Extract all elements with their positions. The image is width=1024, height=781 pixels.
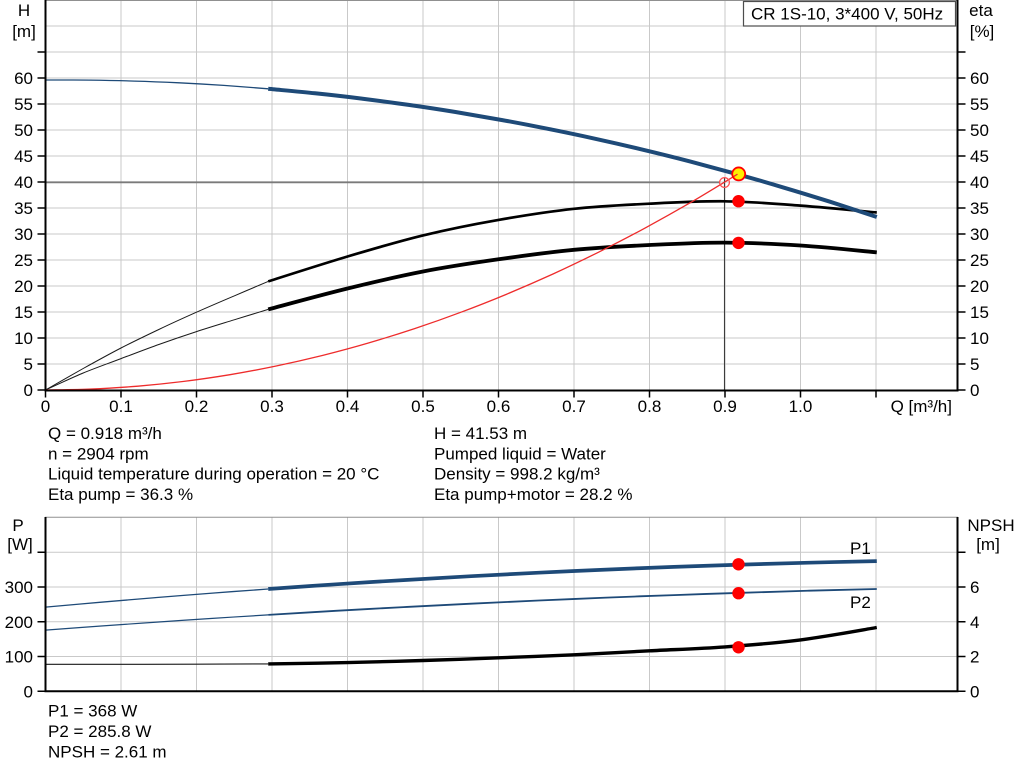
svg-text:2: 2 [970, 648, 979, 667]
svg-text:55: 55 [14, 95, 33, 114]
svg-text:200: 200 [5, 613, 33, 632]
svg-text:6: 6 [970, 578, 979, 597]
svg-text:15: 15 [14, 303, 33, 322]
svg-text:0.4: 0.4 [336, 397, 360, 416]
svg-text:0: 0 [970, 381, 979, 400]
svg-text:4: 4 [970, 613, 979, 632]
svg-text:P: P [12, 516, 23, 535]
svg-text:eta: eta [969, 1, 993, 20]
svg-text:0.2: 0.2 [185, 397, 209, 416]
svg-text:35: 35 [970, 199, 989, 218]
svg-text:0: 0 [41, 397, 50, 416]
svg-text:Liquid temperature during oper: Liquid temperature during operation = 20… [48, 465, 379, 484]
svg-text:Eta pump+motor = 28.2 %: Eta pump+motor = 28.2 % [434, 485, 632, 504]
svg-text:H: H [18, 1, 30, 20]
svg-text:50: 50 [970, 121, 989, 140]
svg-text:30: 30 [14, 225, 33, 244]
svg-text:0.7: 0.7 [562, 397, 586, 416]
svg-text:[m]: [m] [976, 535, 1000, 554]
svg-text:Eta pump = 36.3 %: Eta pump = 36.3 % [48, 485, 193, 504]
svg-text:100: 100 [5, 648, 33, 667]
svg-text:0.3: 0.3 [260, 397, 284, 416]
svg-text:20: 20 [14, 277, 33, 296]
svg-text:[W]: [W] [7, 535, 33, 554]
svg-text:0.8: 0.8 [638, 397, 662, 416]
svg-text:0.6: 0.6 [487, 397, 511, 416]
svg-text:NPSH: NPSH [967, 516, 1014, 535]
svg-text:60: 60 [14, 69, 33, 88]
svg-text:0.5: 0.5 [411, 397, 435, 416]
svg-text:P1: P1 [850, 539, 871, 558]
svg-text:0: 0 [970, 682, 979, 701]
svg-text:1.0: 1.0 [789, 397, 813, 416]
svg-text:Q [m³/h]: Q [m³/h] [891, 397, 952, 416]
svg-text:60: 60 [970, 69, 989, 88]
svg-text:P2: P2 [850, 593, 871, 612]
svg-text:0.1: 0.1 [109, 397, 133, 416]
svg-text:25: 25 [14, 251, 33, 270]
svg-text:5: 5 [24, 355, 33, 374]
svg-text:NPSH = 2.61 m: NPSH = 2.61 m [48, 743, 167, 762]
svg-text:0.9: 0.9 [713, 397, 737, 416]
svg-text:20: 20 [970, 277, 989, 296]
svg-text:CR 1S-10, 3*400 V, 50Hz: CR 1S-10, 3*400 V, 50Hz [751, 5, 943, 24]
svg-text:Q = 0.918 m³/h: Q = 0.918 m³/h [48, 424, 162, 443]
svg-text:10: 10 [970, 329, 989, 348]
svg-text:Density = 998.2 kg/m³: Density = 998.2 kg/m³ [434, 465, 600, 484]
svg-text:25: 25 [970, 251, 989, 270]
svg-text:40: 40 [14, 173, 33, 192]
svg-text:0: 0 [24, 682, 33, 701]
svg-text:10: 10 [14, 329, 33, 348]
svg-text:35: 35 [14, 199, 33, 218]
svg-text:H = 41.53 m: H = 41.53 m [434, 424, 527, 443]
svg-text:50: 50 [14, 121, 33, 140]
svg-text:45: 45 [14, 147, 33, 166]
svg-text:[%]: [%] [970, 22, 995, 41]
svg-text:55: 55 [970, 95, 989, 114]
svg-text:0: 0 [24, 381, 33, 400]
svg-text:300: 300 [5, 578, 33, 597]
svg-text:15: 15 [970, 303, 989, 322]
svg-text:[m]: [m] [12, 22, 36, 41]
svg-text:n = 2904 rpm: n = 2904 rpm [48, 444, 149, 463]
svg-text:P1 = 368 W: P1 = 368 W [48, 701, 137, 720]
svg-text:30: 30 [970, 225, 989, 244]
svg-text:40: 40 [970, 173, 989, 192]
svg-text:P2 = 285.8 W: P2 = 285.8 W [48, 722, 151, 741]
svg-text:Pumped liquid = Water: Pumped liquid = Water [434, 444, 606, 463]
svg-text:45: 45 [970, 147, 989, 166]
svg-text:5: 5 [970, 355, 979, 374]
